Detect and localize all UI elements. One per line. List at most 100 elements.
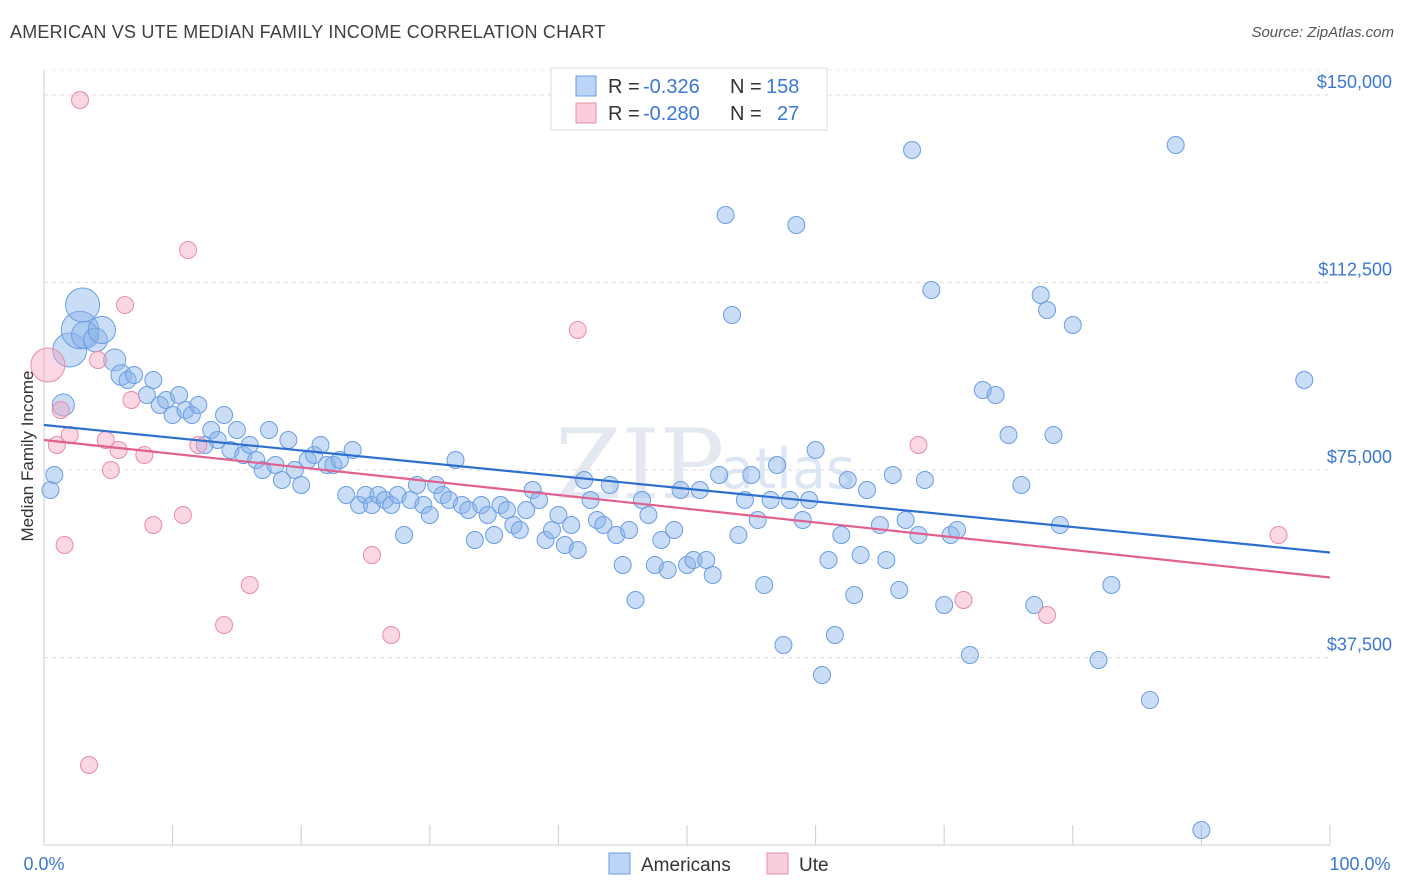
series-legend: Americans Ute: [608, 852, 829, 876]
americans-point-84: [594, 516, 613, 534]
americans-point-61: [446, 451, 465, 469]
ute-point-3: [55, 536, 74, 554]
trend-lines: [43, 423, 1331, 579]
americans-point-145: [1038, 301, 1057, 319]
americans-point-51: [382, 496, 401, 514]
americans-point-127: [877, 551, 896, 569]
americans-point-153: [1192, 821, 1211, 839]
americans-point-34: [272, 471, 291, 489]
legend-n-value-americans: 158: [766, 76, 799, 98]
americans-point-118: [813, 666, 832, 684]
americans-point-9: [103, 348, 127, 372]
americans-point-24: [208, 431, 227, 449]
americans-point-135: [935, 596, 954, 614]
americans-point-144: [1031, 286, 1050, 304]
ute-point-16: [179, 241, 198, 259]
ute-point-24: [954, 591, 973, 609]
americans-point-90: [632, 491, 651, 509]
americans-point-1: [45, 466, 64, 484]
americans-point-18: [170, 386, 189, 404]
americans-point-108: [748, 511, 767, 529]
ute-point-18: [215, 616, 234, 634]
americans-point-46: [350, 496, 369, 514]
americans-point-80: [568, 541, 587, 559]
bottom-legend-swatch-americans: [608, 852, 631, 875]
legend-r-value-ute: -0.280: [643, 103, 700, 125]
americans-point-8: [87, 315, 116, 345]
americans-point-85: [600, 476, 619, 494]
americans-point-91: [639, 506, 658, 524]
americans-point-141: [999, 426, 1018, 444]
americans-point-56: [414, 496, 433, 514]
americans-point-64: [465, 531, 484, 549]
americans-point-151: [1140, 691, 1159, 709]
americans-point-21: [189, 396, 208, 414]
americans-point-111: [768, 456, 787, 474]
legend-n-value-ute: 27: [777, 103, 799, 125]
ute-point-15: [173, 506, 192, 524]
ute-point-23: [909, 436, 928, 454]
americans-trend-line: [43, 423, 1331, 554]
x-tick-label-max: 100.0%: [1329, 854, 1390, 874]
y-tick-label-1: $75,000: [1327, 447, 1392, 467]
americans-point-119: [819, 551, 838, 569]
watermark-zip: ZIP: [555, 409, 724, 521]
americans-point-3: [52, 332, 88, 368]
americans-point-25: [215, 406, 234, 424]
americans-point-148: [1063, 316, 1082, 334]
legend-swatch-americans: [575, 75, 597, 97]
americans-point-23: [202, 421, 221, 439]
series-ute-points: [30, 91, 1288, 774]
americans-point-121: [832, 526, 851, 544]
americans-point-5: [65, 287, 101, 323]
americans-point-112: [774, 636, 793, 654]
americans-point-117: [806, 441, 825, 459]
americans-point-77: [549, 506, 568, 524]
bottom-legend-label-americans: Americans: [641, 855, 731, 876]
americans-point-122: [838, 471, 857, 489]
legend-swatch-ute: [575, 102, 597, 124]
americans-point-130: [896, 511, 915, 529]
americans-point-149: [1089, 651, 1108, 669]
americans-point-125: [858, 481, 877, 499]
americans-point-124: [851, 546, 870, 564]
americans-point-107: [742, 466, 761, 484]
americans-point-0: [41, 481, 60, 499]
americans-point-89: [626, 591, 645, 609]
legend-n-label-ute: N =: [730, 103, 762, 125]
chart-source: Source: ZipAtlas.com: [1251, 24, 1394, 41]
americans-point-143: [1025, 596, 1044, 614]
americans-point-32: [260, 421, 279, 439]
americans-point-103: [716, 206, 735, 224]
ute-point-10: [109, 441, 128, 459]
bottom-legend-label-ute: Ute: [799, 855, 829, 876]
americans-point-102: [710, 466, 729, 484]
ute-trend-line: [43, 438, 1331, 579]
americans-point-138: [960, 646, 979, 664]
legend-r-label-ute: R =: [608, 103, 640, 125]
americans-point-88: [620, 521, 639, 539]
americans-point-96: [671, 481, 690, 499]
americans-point-150: [1102, 576, 1121, 594]
y-tick-label-3: $150,000: [1317, 72, 1392, 92]
americans-point-73: [523, 481, 542, 499]
americans-point-67: [485, 526, 504, 544]
chart-title: AMERICAN VS UTE MEDIAN FAMILY INCOME COR…: [10, 22, 606, 42]
ute-point-20: [362, 546, 381, 564]
ute-point-19: [240, 576, 259, 594]
ute-point-7: [89, 351, 108, 369]
legend-n-label-americans: N =: [730, 76, 762, 98]
ute-point-25: [1038, 606, 1057, 624]
ute-point-9: [101, 461, 120, 479]
legend-r-label-americans: R =: [608, 76, 640, 98]
americans-point-65: [472, 496, 491, 514]
americans-point-154: [1295, 371, 1314, 389]
americans-point-87: [613, 556, 632, 574]
americans-point-75: [536, 531, 555, 549]
y-tick-labels: $37,500 $75,000 $112,500 $150,000: [1317, 72, 1392, 655]
americans-point-146: [1044, 426, 1063, 444]
americans-point-74: [530, 491, 549, 509]
americans-point-142: [1012, 476, 1031, 494]
ute-point-22: [568, 321, 587, 339]
americans-point-57: [420, 506, 439, 524]
